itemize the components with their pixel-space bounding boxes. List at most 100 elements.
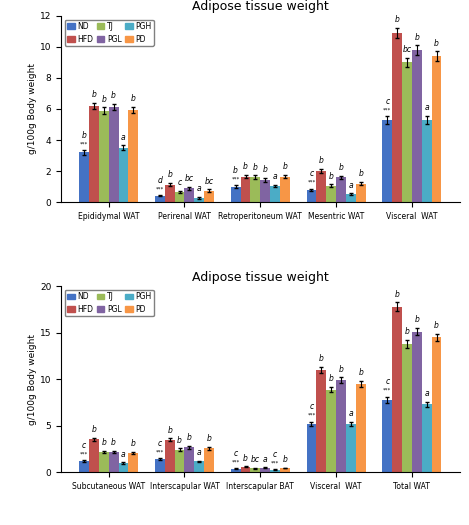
Bar [194, 461, 204, 473]
Text: b: b [319, 354, 324, 363]
Text: b: b [91, 425, 96, 434]
Legend: ND, HFD, TJ, PGL, PGH, PD: ND, HFD, TJ, PGL, PGH, PD [65, 19, 154, 46]
Text: ***: *** [156, 449, 164, 454]
Text: d: d [158, 176, 162, 185]
Bar [250, 468, 260, 472]
Bar [174, 192, 184, 202]
Bar [356, 384, 366, 472]
Text: b: b [131, 94, 136, 103]
Bar [402, 62, 412, 202]
Bar [412, 50, 422, 202]
Bar [250, 177, 260, 202]
Bar [231, 187, 241, 202]
Bar [165, 185, 174, 202]
Bar [241, 176, 250, 202]
Bar [89, 439, 99, 472]
Text: ***: *** [232, 459, 240, 465]
Text: ***: *** [156, 186, 164, 191]
Bar [392, 33, 402, 202]
Text: bc: bc [402, 45, 412, 54]
Bar [155, 459, 165, 473]
Text: a: a [121, 133, 126, 142]
Bar [155, 196, 165, 202]
Text: b: b [395, 15, 400, 25]
Title: Adipose tissue weight: Adipose tissue weight [192, 0, 329, 13]
Bar [260, 180, 270, 202]
Bar [79, 152, 89, 202]
Text: b: b [177, 436, 182, 445]
Bar [119, 463, 129, 472]
Bar [317, 370, 326, 472]
Bar [382, 120, 392, 202]
Text: b: b [253, 163, 258, 172]
Bar [336, 177, 346, 202]
Text: b: b [339, 163, 343, 172]
Y-axis label: g/100g Body weight: g/100g Body weight [28, 64, 37, 154]
Text: ***: *** [383, 388, 392, 393]
Text: ***: *** [80, 452, 88, 457]
Text: b: b [167, 171, 172, 180]
Text: b: b [415, 316, 419, 324]
Text: a: a [273, 172, 277, 181]
Bar [194, 198, 204, 202]
Bar [317, 171, 326, 202]
Text: a: a [424, 103, 429, 112]
Text: b: b [282, 162, 287, 171]
Text: b: b [329, 374, 333, 383]
Text: c: c [177, 178, 182, 187]
Text: b: b [319, 156, 324, 165]
Bar [129, 453, 138, 472]
Bar [109, 107, 119, 202]
Bar [422, 120, 431, 202]
Text: b: b [434, 39, 439, 48]
Text: b: b [243, 162, 248, 171]
Bar [231, 469, 241, 472]
Text: a: a [197, 184, 202, 193]
Bar [280, 176, 290, 202]
Text: b: b [405, 328, 409, 337]
Text: ***: *** [307, 413, 316, 418]
Y-axis label: g/100g Body weight: g/100g Body weight [28, 334, 37, 425]
Bar [422, 404, 431, 472]
Text: ***: *** [271, 461, 279, 466]
Bar [260, 468, 270, 473]
Text: c: c [273, 450, 277, 459]
Bar [346, 194, 356, 202]
Bar [165, 440, 174, 472]
Bar [356, 184, 366, 202]
Text: bc: bc [185, 174, 194, 183]
Text: ***: *** [307, 180, 316, 185]
Bar [99, 452, 109, 472]
Text: bc: bc [251, 455, 260, 464]
Text: b: b [282, 455, 287, 464]
Text: b: b [91, 90, 96, 99]
Text: b: b [101, 94, 106, 103]
Bar [431, 338, 441, 472]
Text: b: b [111, 91, 116, 100]
Text: b: b [263, 165, 268, 174]
Bar [129, 110, 138, 202]
Bar [326, 186, 336, 202]
Bar [204, 191, 214, 202]
Bar [402, 344, 412, 472]
Text: b: b [167, 426, 172, 435]
Bar [89, 106, 99, 202]
Bar [280, 468, 290, 473]
Text: b: b [207, 434, 212, 443]
Text: a: a [197, 448, 202, 457]
Bar [184, 447, 194, 473]
Text: c: c [310, 403, 314, 412]
Text: c: c [385, 377, 389, 386]
Bar [270, 186, 280, 202]
Bar [346, 424, 356, 472]
Bar [412, 332, 422, 472]
Text: b: b [101, 438, 106, 447]
Bar [326, 390, 336, 472]
Legend: ND, HFD, TJ, PGL, PGH, PD: ND, HFD, TJ, PGL, PGH, PD [65, 290, 154, 316]
Bar [99, 111, 109, 202]
Bar [174, 449, 184, 472]
Text: b: b [233, 166, 238, 175]
Bar [204, 448, 214, 472]
Text: b: b [358, 369, 363, 377]
Text: ***: *** [383, 107, 392, 112]
